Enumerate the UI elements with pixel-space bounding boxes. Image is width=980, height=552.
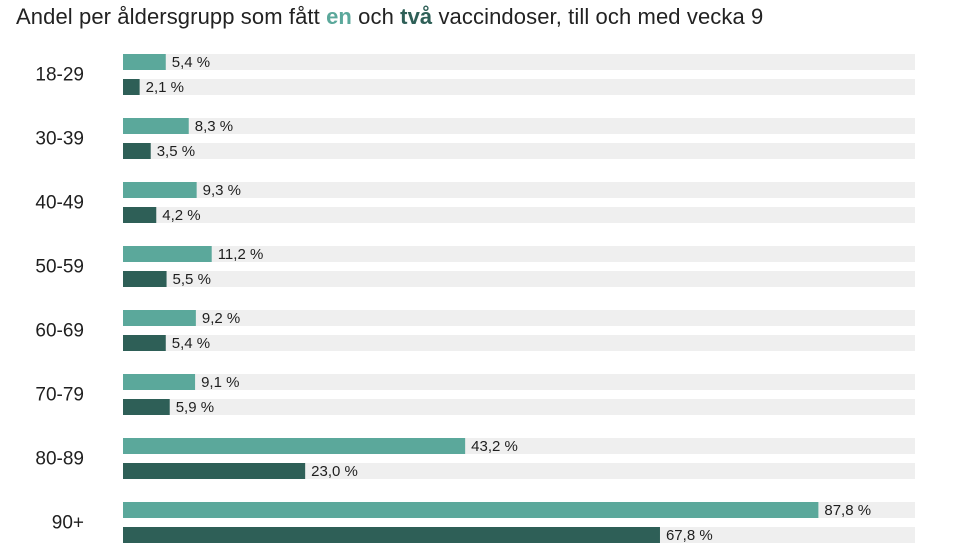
bar-tva-60-69 bbox=[123, 335, 166, 351]
bar-track bbox=[123, 79, 915, 95]
value-label-tva-18-29: 2,1 % bbox=[146, 79, 184, 96]
bar-track bbox=[123, 143, 915, 159]
title-part-1: Andel per åldersgrupp som fått bbox=[16, 4, 327, 29]
age-group-40-49: 9,3 %4,2 % 40-49 bbox=[35, 182, 915, 224]
value-label-tva-80-89: 23,0 % bbox=[311, 463, 358, 480]
bar-en-30-39 bbox=[123, 118, 189, 134]
title-two-doses: två bbox=[400, 4, 433, 29]
bar-track bbox=[123, 182, 915, 198]
value-label-en-80-89: 43,2 % bbox=[471, 438, 518, 455]
category-label-18-29: 18-29 bbox=[35, 65, 84, 86]
bar-en-80-89 bbox=[123, 438, 466, 454]
title-part-3: vaccindoser, till och med vecka 9 bbox=[432, 4, 764, 29]
bar-tva-80-89 bbox=[123, 463, 306, 479]
bar-tva-70-79 bbox=[123, 399, 170, 415]
bar-en-60-69 bbox=[123, 310, 196, 326]
age-group-70-79: 9,1 % 5,9 % 70-79 bbox=[35, 374, 915, 416]
bar-track bbox=[123, 463, 915, 479]
category-label-90+: 90+ bbox=[52, 513, 84, 534]
bar-tva-30-39 bbox=[123, 143, 151, 159]
value-label-tva-50-59: 5,5 % bbox=[173, 271, 211, 288]
bar-track bbox=[123, 207, 915, 223]
value-label-en-60-69: 9,2 % bbox=[202, 310, 240, 327]
bar-track bbox=[123, 374, 915, 390]
bar-track bbox=[123, 271, 915, 287]
bar-track bbox=[123, 335, 915, 351]
bar-en-70-79 bbox=[123, 374, 196, 390]
bar-track bbox=[123, 54, 915, 70]
value-label-en-30-39: 8,3 % bbox=[195, 118, 233, 135]
bar-tva-50-59 bbox=[123, 271, 167, 287]
category-label-70-79: 70-79 bbox=[35, 385, 84, 406]
value-label-en-70-79: 9,1 % bbox=[201, 374, 239, 391]
value-label-tva-70-79: 5,9 % bbox=[176, 399, 214, 416]
value-label-tva-60-69: 5,4 % bbox=[172, 335, 210, 352]
age-group-50-59: 11,2 % 5,5 % 50-59 bbox=[35, 246, 915, 288]
value-label-en-18-29: 5,4 % bbox=[172, 54, 210, 71]
age-group-90+: 87,8 % 67,8 % 90+ bbox=[52, 502, 915, 544]
age-group-80-89: 43,2 % 23,0 % 80-89 bbox=[35, 438, 915, 480]
category-label-50-59: 50-59 bbox=[35, 257, 84, 278]
category-label-60-69: 60-69 bbox=[35, 321, 84, 342]
value-label-tva-90+: 67,8 % bbox=[666, 527, 713, 544]
bar-en-18-29 bbox=[123, 54, 166, 70]
bar-track bbox=[123, 399, 915, 415]
bar-tva-18-29 bbox=[123, 79, 140, 95]
bar-en-40-49 bbox=[123, 182, 197, 198]
value-label-tva-30-39: 3,5 % bbox=[157, 143, 195, 160]
age-group-18-29: 5,4 % 2,1 % 18-29 bbox=[35, 54, 915, 96]
bar-track bbox=[123, 246, 915, 262]
value-label-en-40-49: 9,3 % bbox=[203, 182, 241, 199]
title-one-dose: en bbox=[326, 4, 352, 29]
bar-tva-90+ bbox=[123, 527, 660, 543]
title-part-2: och bbox=[351, 4, 401, 29]
bar-track bbox=[123, 118, 915, 134]
category-label-30-39: 30-39 bbox=[35, 129, 84, 150]
category-label-40-49: 40-49 bbox=[35, 193, 84, 214]
bar-track bbox=[123, 310, 915, 326]
bar-en-90+ bbox=[123, 502, 819, 518]
value-label-tva-40-49: 4,2 % bbox=[162, 207, 200, 224]
bar-tva-40-49 bbox=[123, 207, 157, 223]
category-label-80-89: 80-89 bbox=[35, 449, 84, 470]
age-group-60-69: 9,2 % 5,4 % 60-69 bbox=[35, 310, 915, 352]
bar-en-50-59 bbox=[123, 246, 212, 262]
value-label-en-90+: 87,8 % bbox=[824, 502, 871, 519]
value-label-en-50-59: 11,2 % bbox=[218, 246, 264, 263]
chart-title: Andel per åldersgrupp som fått en och tv… bbox=[16, 4, 763, 30]
age-group-30-39: 8,3 %3,5 % 30-39 bbox=[35, 118, 915, 160]
